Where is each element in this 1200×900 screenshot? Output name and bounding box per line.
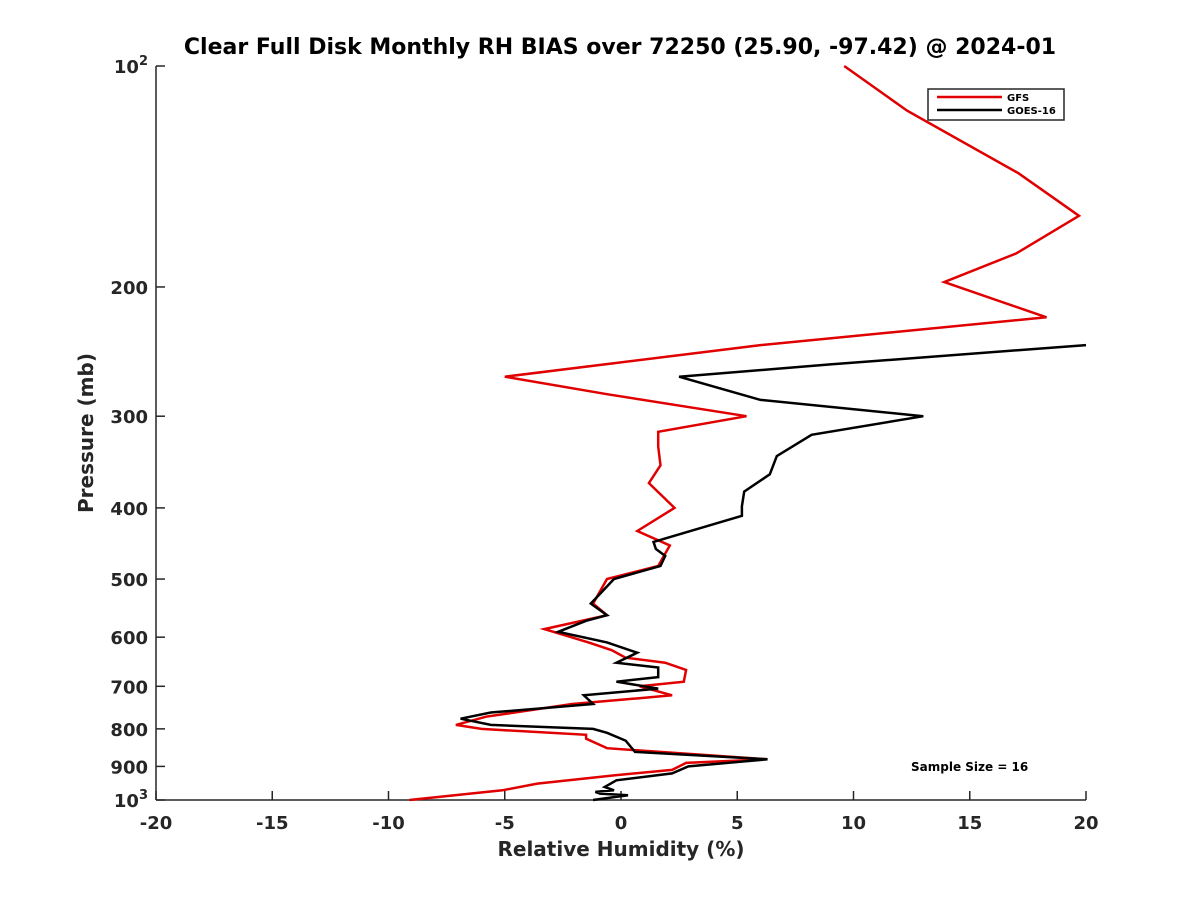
- x-tick-label: 5: [731, 813, 744, 834]
- y-tick-label: 103: [114, 788, 148, 812]
- x-tick-label: 20: [1073, 813, 1098, 834]
- legend-goes-label: GOES-16: [1007, 106, 1056, 117]
- chart-title: Clear Full Disk Monthly RH BIAS over 722…: [184, 35, 1056, 60]
- legend: GFS GOES-16: [927, 88, 1065, 121]
- plot-area: -20 -15 -10 -5 0 5 10 15 20 102 200 300 400 500 600 70…: [110, 54, 1098, 834]
- y-tick-label: 102: [114, 54, 148, 78]
- x-tick-label: -5: [495, 813, 515, 834]
- y-tick-label: 700: [110, 677, 148, 698]
- y-axis-label: Pressure (mb): [74, 353, 98, 513]
- series-line-goes-16: [460, 343, 1087, 802]
- x-ticks: -20 -15 -10 -5 0 5 10 15 20: [140, 791, 1099, 834]
- y-tick-label: 900: [110, 757, 148, 778]
- y-ticks: 102 200 300 400 500 600 700 800 900 103: [110, 54, 165, 812]
- series-lines: [409, 64, 1087, 802]
- sample-size-annotation: Sample Size = 16: [911, 760, 1028, 774]
- y-tick-label: 300: [110, 407, 148, 428]
- y-tick-label: 600: [110, 628, 148, 649]
- x-tick-label: 10: [841, 813, 866, 834]
- x-tick-label: 0: [615, 813, 628, 834]
- x-tick-label: 15: [957, 813, 982, 834]
- series-line-gfs: [409, 64, 1082, 802]
- y-tick-label: 500: [110, 570, 148, 591]
- x-tick-label: -15: [256, 813, 289, 834]
- y-tick-label: 400: [110, 499, 148, 520]
- x-tick-label: -10: [372, 813, 405, 834]
- x-tick-label: -20: [140, 813, 173, 834]
- x-axis-label: Relative Humidity (%): [497, 837, 744, 861]
- legend-box: [927, 88, 1065, 121]
- y-tick-label: 200: [110, 278, 148, 299]
- legend-gfs-label: GFS: [1007, 93, 1029, 104]
- y-tick-label: 800: [110, 720, 148, 741]
